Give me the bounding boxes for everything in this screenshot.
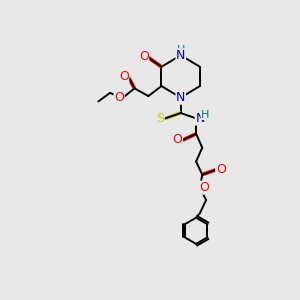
Text: H: H <box>176 45 185 55</box>
Text: O: O <box>199 181 209 194</box>
Text: N: N <box>195 112 205 125</box>
Text: O: O <box>173 134 183 146</box>
Text: S: S <box>156 112 164 125</box>
Text: O: O <box>119 70 129 83</box>
Text: N: N <box>176 91 185 104</box>
Text: H: H <box>201 110 209 119</box>
Text: N: N <box>176 49 185 62</box>
Text: O: O <box>139 50 149 62</box>
Text: O: O <box>216 163 226 176</box>
Text: O: O <box>114 91 124 104</box>
